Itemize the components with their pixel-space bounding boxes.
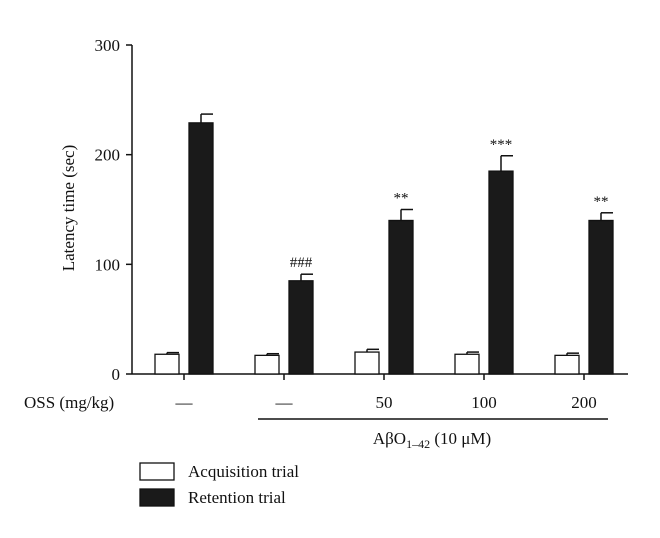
x-tick-label: 100 — [471, 393, 497, 412]
acquisition-bar — [354, 351, 380, 375]
y-tick-label: 100 — [95, 255, 121, 274]
y-tick-label: 300 — [95, 36, 121, 55]
y-axis: 0 100 200 300 — [95, 36, 628, 384]
x-tick-label: — — [275, 393, 294, 412]
legend-swatch-acquisition — [139, 462, 175, 481]
retention-bar — [488, 170, 514, 375]
significance-label: *** — [490, 137, 513, 153]
treatment-label-main: AβO — [373, 429, 406, 448]
acquisition-bar — [254, 354, 280, 375]
x-tick-labels: — — 50 100 200 — [175, 393, 597, 412]
retention-bar — [188, 122, 214, 375]
treatment-bracket-label: AβO1–42 (10 μM) — [373, 429, 491, 451]
treatment-label-subscript: 1–42 — [406, 437, 430, 451]
legend-label-acquisition: Acquisition trial — [188, 462, 299, 481]
y-tick-label: 200 — [95, 146, 121, 165]
retention-bar — [288, 280, 314, 375]
x-tick-label: — — [175, 393, 194, 412]
y-tick-label: 0 — [112, 365, 121, 384]
x-tick-label: 50 — [376, 393, 393, 412]
retention-bar — [588, 219, 614, 375]
retention-bar — [388, 219, 414, 375]
legend-label-retention: Retention trial — [188, 488, 286, 507]
significance-label: ** — [594, 194, 609, 210]
oss-dose-label: OSS (mg/kg) — [24, 393, 114, 412]
significance-label: ** — [394, 191, 409, 207]
x-tick-label: 200 — [571, 393, 597, 412]
legend-swatch-retention — [139, 488, 175, 507]
acquisition-bar — [154, 353, 180, 375]
legend: Acquisition trial Retention trial — [139, 462, 299, 507]
acquisition-bar — [454, 353, 480, 375]
bars: ###******* — [154, 113, 614, 380]
treatment-label-suffix: (10 μM) — [430, 429, 491, 448]
acquisition-bar — [554, 354, 580, 375]
significance-label: ### — [290, 255, 313, 271]
y-axis-label: Latency time (sec) — [59, 145, 78, 272]
